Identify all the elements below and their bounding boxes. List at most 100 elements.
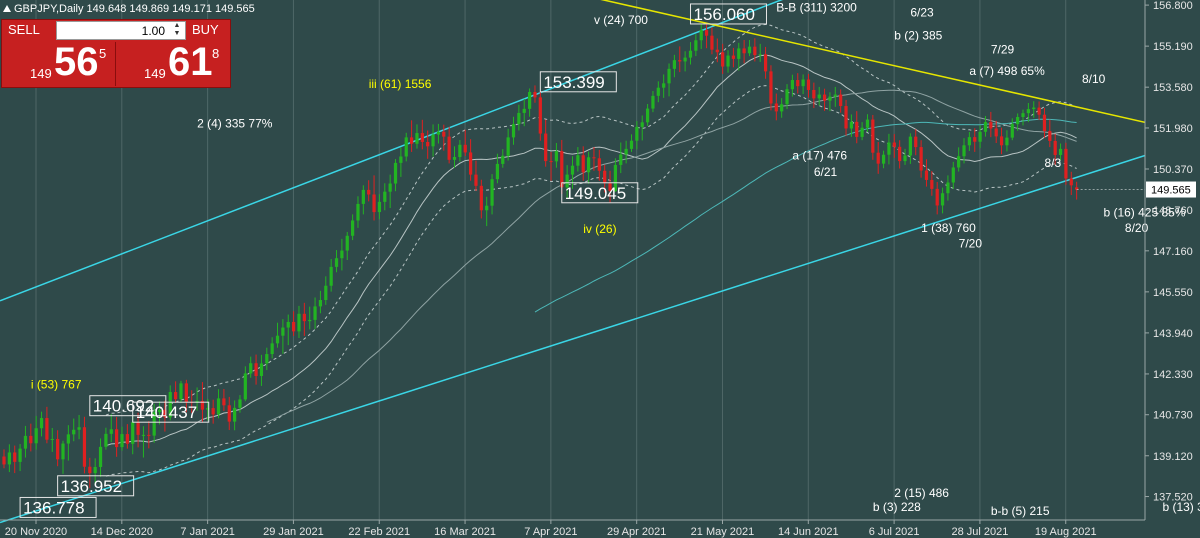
- upper-band-line: [105, 23, 1077, 416]
- candle-body: [7, 452, 11, 465]
- candle-body: [238, 399, 242, 408]
- lower-band-line: [105, 85, 1077, 477]
- price-box-frame: [89, 395, 167, 417]
- candle-body: [667, 68, 671, 84]
- candle-body: [806, 79, 811, 90]
- candle-body: [871, 119, 875, 153]
- price-box-label: 136.952: [61, 477, 122, 496]
- candle-body: [50, 438, 54, 440]
- candle-body: [726, 55, 730, 67]
- candle-body: [796, 80, 800, 87]
- candles: [2, 23, 1079, 489]
- lot-size-input[interactable]: [59, 22, 165, 39]
- candle-body: [506, 137, 510, 156]
- candle-body: [833, 94, 837, 97]
- wave-annotation: 2 (4) 335 77%: [197, 116, 273, 130]
- candle-body: [233, 407, 237, 422]
- price-box-frame: [561, 182, 639, 204]
- price-box-label: 140.692: [93, 397, 154, 416]
- candle-body: [608, 183, 612, 191]
- candle-body: [415, 133, 419, 144]
- candle-body: [222, 398, 226, 406]
- candle-body: [243, 373, 247, 400]
- candle-body: [216, 398, 221, 415]
- candle-body: [629, 140, 634, 149]
- candle-body: [1037, 107, 1041, 115]
- candle-body: [302, 313, 306, 322]
- lot-up-arrow-icon[interactable]: ▲: [173, 22, 181, 29]
- time-tick-label: 19 Aug 2021: [1035, 526, 1097, 538]
- price-tick-label: 137.520: [1153, 492, 1193, 504]
- candle-body: [774, 103, 778, 112]
- candle-body: [527, 92, 532, 109]
- candle-body: [329, 266, 333, 286]
- candle-body: [409, 137, 414, 144]
- price-box-frame: [132, 401, 210, 423]
- candle-body: [855, 121, 859, 137]
- candle-body: [935, 188, 939, 206]
- candle-body: [66, 434, 70, 444]
- price-tick-label: 151.980: [1153, 123, 1193, 135]
- candle-body: [275, 335, 280, 344]
- one-click-trade-panel: SELL ▲ ▼ BUY 149 56 5 149 61 8: [1, 19, 231, 88]
- candle-body: [973, 137, 977, 142]
- buy-button[interactable]: BUY: [192, 22, 219, 37]
- candle-body: [549, 161, 553, 163]
- buy-price-prefix: 149: [144, 66, 166, 81]
- candle-body: [174, 392, 178, 400]
- candle-body: [699, 30, 703, 41]
- buy-price-button[interactable]: 149 61 8: [116, 40, 230, 86]
- price-tick-label: 155.190: [1153, 41, 1193, 53]
- candle-body: [318, 300, 323, 307]
- price-tick-label: 140.730: [1153, 410, 1193, 422]
- candle-body: [517, 112, 521, 125]
- sell-price-prefix: 149: [30, 66, 52, 81]
- candle-body: [576, 155, 580, 166]
- candle-body: [147, 434, 151, 436]
- candle-body: [1021, 113, 1025, 117]
- time-tick-label: 29 Jan 2021: [263, 526, 324, 538]
- candle-body: [892, 142, 896, 147]
- candle-body: [822, 94, 827, 101]
- wave-annotation: b-b (5) 215: [991, 504, 1050, 518]
- time-tick-label: 29 Apr 2021: [607, 526, 666, 538]
- annotations: iii (61) 1556 i (53) 767 iv (26) 2 (4) 335 …: [31, 0, 1200, 518]
- candle-body: [152, 412, 156, 436]
- candle-body: [281, 327, 285, 336]
- candle-body: [662, 83, 666, 88]
- lot-down-arrow-icon[interactable]: ▼: [173, 30, 181, 37]
- sell-button[interactable]: SELL: [8, 22, 40, 37]
- candle-body: [383, 191, 387, 202]
- candle-body: [898, 146, 902, 162]
- candle-body: [56, 438, 60, 460]
- candle-body: [930, 179, 934, 189]
- wave-annotation: iv (26): [583, 222, 616, 236]
- candle-body: [420, 133, 424, 142]
- trade-panel-header: SELL ▲ ▼ BUY: [2, 20, 230, 40]
- candle-body: [860, 127, 864, 137]
- candle-body: [656, 87, 660, 96]
- sell-price-button[interactable]: 149 56 5: [2, 40, 116, 86]
- candle-body: [179, 383, 183, 400]
- candle-body: [554, 151, 559, 162]
- sell-price-pip: 5: [99, 46, 107, 61]
- candle-body: [104, 433, 108, 447]
- ma-20-line: [105, 54, 1077, 447]
- time-tick-label: 14 Jun 2021: [778, 526, 839, 538]
- lower-channel-line: [0, 154, 1146, 524]
- time-tick-label: 14 Dec 2020: [91, 526, 153, 538]
- candle-body: [442, 131, 446, 137]
- candle-body: [313, 306, 317, 320]
- wave-annotation: B-B (311) 3200: [776, 0, 857, 14]
- candle-body: [624, 148, 628, 155]
- candle-body: [345, 235, 349, 251]
- wave-annotation: a (17) 476: [792, 148, 847, 162]
- price-tick-label: 150.370: [1153, 164, 1193, 176]
- candle-body: [458, 144, 462, 158]
- candle-body: [490, 179, 494, 206]
- candle-body: [1048, 131, 1052, 141]
- candle-body: [308, 319, 312, 322]
- candle-body: [324, 285, 328, 301]
- candle-body: [570, 165, 575, 175]
